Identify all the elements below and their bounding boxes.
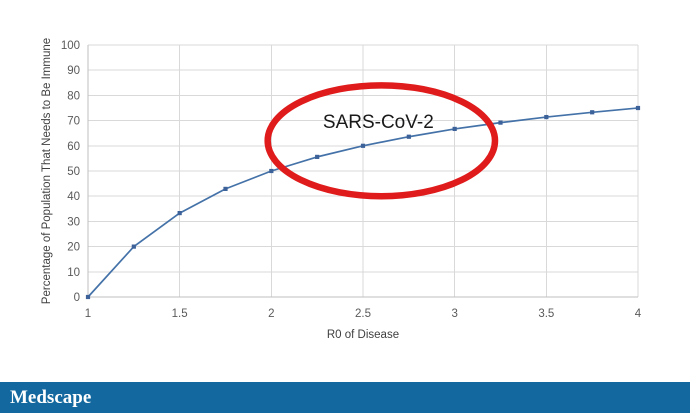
y-axis-title: Percentage of Population That Needs to B… — [41, 38, 53, 304]
y-tick-label: 40 — [67, 191, 80, 203]
y-tick-label: 70 — [67, 116, 80, 128]
y-tick-label: 50 — [67, 166, 80, 178]
series-data-point — [635, 105, 641, 111]
y-tick-label: 10 — [67, 267, 80, 279]
y-tick-label: 60 — [67, 141, 80, 153]
y-tick-label: 80 — [67, 90, 80, 102]
y-axis-tick-labels: 0 10 20 30 40 50 60 70 80 90 100 — [61, 40, 80, 304]
series-data-point — [131, 244, 136, 249]
series-data-point — [269, 168, 274, 174]
axis-lines — [87, 45, 638, 298]
herd-immunity-line-chart: 0 10 20 30 40 50 60 70 80 90 100 1 1.5 2 2.5 3 3.5 4 SAR… — [41, 38, 642, 341]
x-tick-label: 2.5 — [355, 308, 371, 320]
chart-figure: 0 10 20 30 40 50 60 70 80 90 100 1 1.5 2 2.5 3 3.5 4 SAR… — [41, 37, 642, 341]
y-tick-label: 0 — [74, 292, 80, 304]
series-data-point — [452, 126, 457, 132]
series-data-point — [85, 294, 91, 300]
series-data-point — [544, 114, 549, 120]
x-tick-label: 4 — [635, 308, 642, 320]
x-tick-label: 1 — [85, 308, 91, 320]
annotation-layer: SARS-CoV-2 — [264, 82, 499, 200]
x-axis-title: R0 of Disease — [327, 329, 399, 341]
series-data-point — [498, 120, 503, 125]
x-tick-label: 1.5 — [172, 308, 188, 320]
x-axis-tick-labels: 1 1.5 2 2.5 3 3.5 4 — [85, 308, 642, 320]
series-data-point — [360, 143, 366, 148]
annotation-ellipse — [264, 82, 499, 200]
series-data-point — [315, 154, 320, 159]
series-data-point — [177, 210, 182, 216]
y-tick-label: 20 — [67, 242, 80, 254]
brand-wordmark: Medscape — [10, 387, 92, 408]
series-data-point — [406, 134, 411, 139]
annotation-label: SARS-CoV-2 — [323, 112, 434, 133]
y-tick-label: 30 — [67, 216, 80, 228]
series-data-point — [223, 186, 228, 191]
y-tick-label: 100 — [61, 40, 80, 52]
footer-banner: Medscape — [0, 382, 690, 413]
y-tick-label: 90 — [67, 65, 80, 77]
x-tick-label: 3 — [451, 308, 457, 320]
series-data-point — [590, 110, 595, 115]
data-series-layer — [85, 105, 641, 300]
x-tick-label: 2 — [268, 308, 274, 320]
x-tick-label: 3.5 — [538, 308, 554, 320]
